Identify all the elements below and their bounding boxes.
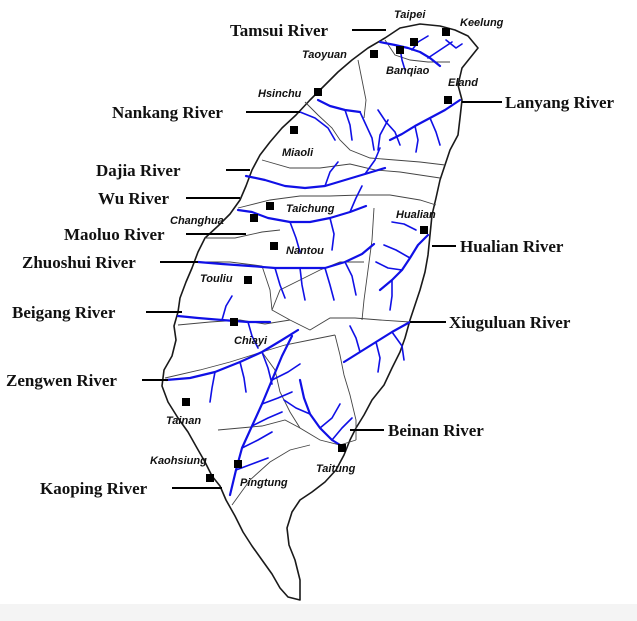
- river-label-wu: Wu River: [98, 189, 169, 208]
- city-label-taoyuan: Taoyuan: [302, 49, 347, 61]
- river-label-lanyang: Lanyang River: [505, 93, 615, 112]
- city-marker-hsinchu: [314, 88, 322, 96]
- city-marker-pingtung: [234, 460, 242, 468]
- city-label-changhua: Changhua: [170, 215, 224, 227]
- city-label-kaohsiung: Kaohsiung: [150, 455, 207, 467]
- city-label-eland: Eland: [448, 77, 478, 89]
- city-label-hsinchu: Hsinchu: [258, 88, 302, 100]
- city-marker-taoyuan: [370, 50, 378, 58]
- city-markers: [182, 28, 452, 482]
- city-marker-eland: [444, 96, 452, 104]
- city-label-banqiao: Banqiao: [386, 65, 430, 77]
- city-marker-changhua: [250, 214, 258, 222]
- city-marker-tainan: [182, 398, 190, 406]
- river-labels: Tamsui River Nankang River Lanyang River…: [6, 21, 615, 498]
- river-label-dajia: Dajia River: [96, 161, 181, 180]
- city-marker-miaoli: [290, 126, 298, 134]
- river-label-nankang: Nankang River: [112, 103, 223, 122]
- city-marker-kaohsiung: [206, 474, 214, 482]
- city-label-tainan: Tainan: [166, 415, 201, 427]
- city-label-taichung: Taichung: [286, 203, 335, 215]
- city-marker-keelung: [442, 28, 450, 36]
- taiwan-coastline: [161, 23, 479, 601]
- city-label-pingtung: Pingtung: [240, 477, 288, 489]
- image-bottom-margin: [0, 604, 637, 621]
- river-label-beinan: Beinan River: [388, 421, 484, 440]
- city-label-touliu: Touliu: [200, 273, 233, 285]
- city-label-miaoli: Miaoli: [282, 147, 314, 159]
- river-label-tamsui: Tamsui River: [230, 21, 329, 40]
- river-label-kaoping: Kaoping River: [40, 479, 148, 498]
- city-marker-chiayi: [230, 318, 238, 326]
- city-label-nantou: Nantou: [286, 245, 324, 257]
- city-marker-touliu: [244, 276, 252, 284]
- city-labels: Taipei Keelung Taoyuan Banqiao Hsinchu E…: [150, 9, 504, 489]
- city-label-taipei: Taipei: [394, 9, 426, 21]
- city-marker-taichung: [266, 202, 274, 210]
- river-label-xiuguluan: Xiuguluan River: [449, 313, 571, 332]
- river-label-maoluo: Maoluo River: [64, 225, 165, 244]
- city-marker-banqiao: [396, 46, 404, 54]
- river-label-zengwen: Zengwen River: [6, 371, 117, 390]
- city-label-hualian: Hualian: [396, 209, 436, 221]
- city-marker-hualian: [420, 226, 428, 234]
- city-label-taitung: Taitung: [316, 463, 356, 475]
- river-label-beigang: Beigang River: [12, 303, 116, 322]
- city-marker-nantou: [270, 242, 278, 250]
- river-label-hualian: Hualian River: [460, 237, 564, 256]
- city-marker-taitung: [338, 444, 346, 452]
- river-leader-lines: [142, 29, 502, 489]
- city-label-keelung: Keelung: [460, 17, 504, 29]
- county-boundaries: [164, 39, 450, 506]
- river-label-zhuoshui: Zhuoshui River: [22, 253, 136, 272]
- city-label-chiayi: Chiayi: [234, 335, 268, 347]
- city-marker-taipei: [410, 38, 418, 46]
